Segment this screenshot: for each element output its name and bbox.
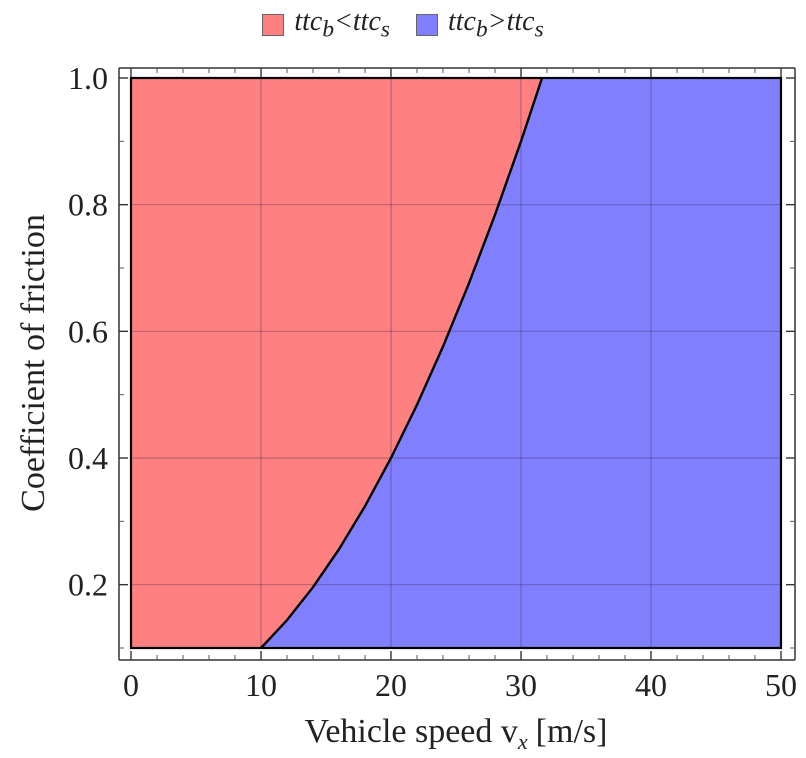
boundary-curve: [260, 77, 544, 649]
legend-swatch-red: [262, 13, 285, 36]
legend: ttcb<ttcs ttcb>ttcs: [0, 6, 806, 44]
plot-frame: [129, 76, 783, 650]
y-tick-label: 0.2: [68, 567, 108, 603]
y-tick-label: 1.0: [68, 60, 108, 96]
legend-label-ttcb-greater: ttcb>ttcs: [448, 6, 544, 43]
x-tick-label: 30: [505, 667, 537, 703]
x-axis-title: Vehicle speed vx [m/s]: [305, 713, 608, 754]
x-tick-label: 0: [123, 667, 139, 703]
y-tick-label: 0.6: [68, 313, 108, 349]
x-tick-label: 10: [245, 667, 277, 703]
legend-label-ttcb-less: ttcb<ttcs: [294, 6, 390, 43]
y-tick-label: 0.4: [68, 440, 108, 476]
x-tick-label: 40: [635, 667, 667, 703]
y-tick-label: 0.8: [68, 187, 108, 223]
x-tick-label: 20: [375, 667, 407, 703]
region-ttcb-less: [131, 78, 543, 648]
y-axis-title: Coefficient of friction: [15, 214, 52, 512]
x-tick-label: 50: [765, 667, 797, 703]
legend-swatch-blue: [416, 13, 438, 36]
legend-item-ttcb-greater: ttcb>ttcs: [416, 6, 544, 44]
legend-item-ttcb-less: ttcb<ttcs: [262, 6, 390, 44]
